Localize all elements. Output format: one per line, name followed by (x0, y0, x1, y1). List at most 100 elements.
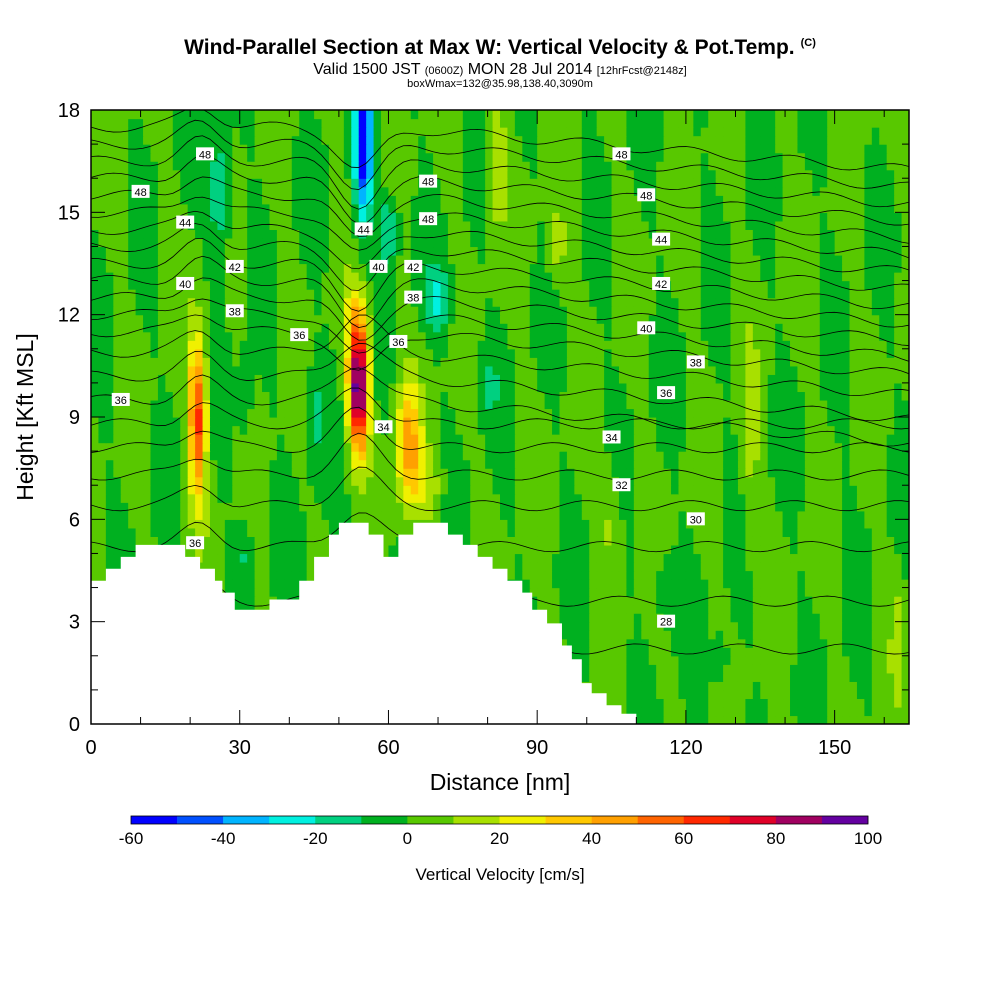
velocity-cell (492, 519, 501, 529)
velocity-cell (864, 561, 873, 572)
velocity-cell (790, 519, 799, 529)
velocity-cell (894, 553, 903, 563)
velocity-cell (886, 374, 895, 384)
velocity-cell (254, 604, 263, 614)
velocity-cell (269, 587, 278, 597)
velocity-cell (730, 664, 739, 674)
velocity-cell (790, 357, 799, 367)
velocity-cell (671, 681, 680, 691)
velocity-cell (269, 357, 278, 367)
velocity-cell (700, 672, 709, 682)
velocity-cell (864, 604, 873, 614)
velocity-cell (566, 493, 575, 503)
velocity-cell (856, 613, 865, 623)
velocity-cell (693, 553, 702, 563)
velocity-cell (611, 664, 620, 674)
velocity-cell (113, 459, 122, 469)
velocity-cell (871, 399, 880, 410)
velocity-cell (804, 408, 813, 418)
velocity-cell (790, 476, 799, 486)
velocity-cell (522, 544, 531, 555)
velocity-cell (648, 442, 657, 452)
velocity-cell (700, 587, 709, 597)
velocity-cell (656, 357, 665, 367)
velocity-cell (737, 519, 746, 529)
velocity-cell (879, 425, 888, 435)
velocity-cell (433, 425, 442, 435)
velocity-cell (500, 459, 509, 469)
velocity-cell (566, 365, 575, 375)
velocity-cell (879, 698, 888, 708)
velocity-cell (604, 672, 613, 682)
velocity-cell (544, 587, 553, 597)
velocity-cell (886, 706, 895, 717)
velocity-cell (91, 374, 100, 384)
velocity-cell (745, 655, 754, 665)
velocity-cell (514, 391, 523, 401)
velocity-cell (440, 476, 449, 486)
velocity-cell (663, 681, 672, 691)
velocity-cell (626, 655, 635, 665)
velocity-cell (886, 485, 895, 495)
velocity-cell (708, 408, 717, 418)
velocity-cell (276, 374, 285, 384)
velocity-cell (477, 451, 486, 461)
velocity-cell (737, 459, 746, 469)
velocity-cell (306, 536, 315, 546)
velocity-cell (418, 348, 427, 358)
velocity-cell (775, 502, 784, 512)
velocity-cell (514, 374, 523, 384)
velocity-cell (723, 374, 732, 384)
velocity-cell (856, 442, 865, 452)
velocity-cell (804, 689, 813, 700)
velocity-cell (172, 502, 181, 512)
velocity-cell (410, 502, 419, 512)
velocity-cell (678, 417, 687, 427)
velocity-cell (879, 596, 888, 606)
velocity-cell (849, 391, 858, 401)
velocity-cell (596, 408, 605, 418)
velocity-cell (626, 613, 635, 623)
velocity-cell (500, 476, 509, 486)
velocity-cell (797, 340, 806, 350)
velocity-cell (425, 425, 434, 435)
velocity-cell (782, 340, 791, 350)
velocity-cell (299, 510, 308, 520)
velocity-cell (195, 468, 204, 478)
velocity-cell (343, 451, 352, 461)
velocity-cell (262, 579, 271, 589)
velocity-cell (894, 698, 903, 708)
velocity-cell (514, 536, 523, 546)
box-wmax-info: boxWmax=132@35.98,138.40,3090m (407, 78, 593, 90)
velocity-cell (113, 476, 122, 486)
velocity-cell (336, 374, 345, 384)
velocity-cell (812, 519, 821, 529)
velocity-cell (812, 510, 821, 520)
velocity-cell (187, 382, 196, 393)
velocity-cell (708, 357, 717, 367)
velocity-cell (232, 579, 241, 589)
velocity-cell (671, 715, 680, 724)
velocity-cell (723, 681, 732, 691)
velocity-cell (730, 417, 739, 427)
velocity-cell (105, 476, 114, 486)
velocity-cell (633, 647, 642, 657)
velocity-cell (596, 357, 605, 367)
velocity-cell (187, 502, 196, 512)
velocity-cell (693, 493, 702, 503)
velocity-cell (797, 553, 806, 563)
velocity-cell (98, 434, 107, 444)
velocity-cell (321, 527, 330, 537)
velocity-cell (247, 459, 256, 469)
velocity-cell (485, 348, 494, 358)
velocity-cell (522, 408, 531, 418)
velocity-cell (195, 382, 204, 393)
velocity-cell (790, 510, 799, 520)
velocity-cell (804, 451, 813, 461)
velocity-cell (440, 468, 449, 478)
velocity-cell (98, 451, 107, 461)
velocity-cell (879, 434, 888, 444)
velocity-cell (678, 399, 687, 410)
velocity-cell (618, 579, 628, 589)
velocity-cell (232, 340, 241, 350)
